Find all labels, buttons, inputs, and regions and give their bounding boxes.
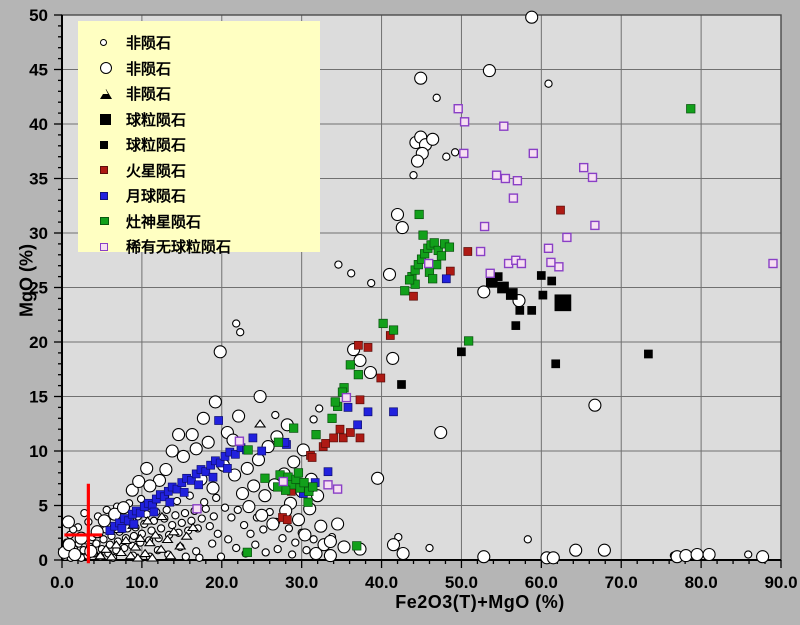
legend-item: 非陨石	[100, 81, 320, 107]
series-5	[278, 205, 565, 525]
series-7	[242, 104, 696, 557]
triangle-legend-icon	[100, 85, 116, 103]
legend-label: 非陨石	[126, 86, 172, 104]
svg-text:10: 10	[29, 442, 48, 461]
legend-item: 火星陨石	[100, 158, 320, 184]
svg-text:45: 45	[29, 61, 48, 80]
legend-label: 灶神星陨石	[126, 213, 202, 231]
series-6	[105, 274, 451, 535]
legend-item: 灶神星陨石	[100, 209, 320, 235]
svg-text:60.0: 60.0	[525, 573, 558, 592]
svg-text:25: 25	[29, 279, 48, 298]
svg-text:5: 5	[39, 497, 48, 516]
svg-text:50: 50	[29, 6, 48, 25]
svg-text:80.0: 80.0	[685, 573, 718, 592]
legend-label: 球粒陨石	[126, 137, 187, 155]
legend-label: 非陨石	[126, 35, 172, 53]
svg-text:30.0: 30.0	[285, 573, 318, 592]
red-cross-annotation	[64, 483, 102, 564]
svg-text:90.0: 90.0	[764, 573, 797, 592]
series-8	[192, 103, 778, 514]
square-legend-icon	[100, 212, 116, 230]
svg-text:15: 15	[29, 388, 48, 407]
square-legend-icon	[100, 136, 116, 154]
svg-text:20.0: 20.0	[205, 573, 238, 592]
svg-text:0.0: 0.0	[50, 573, 74, 592]
square-legend-icon	[100, 110, 116, 128]
legend-item: 球粒陨石	[100, 107, 320, 133]
legend-label: 稀有无球粒陨石	[126, 239, 232, 257]
circle-legend-icon	[100, 34, 116, 52]
square-legend-icon	[100, 161, 116, 179]
legend-item: 球粒陨石	[100, 132, 320, 158]
svg-text:70.0: 70.0	[605, 573, 638, 592]
svg-text:40: 40	[29, 115, 48, 134]
square-legend-icon	[100, 187, 116, 205]
svg-text:50.0: 50.0	[445, 573, 478, 592]
legend-label: 月球陨石	[126, 188, 187, 206]
legend-label: 球粒陨石	[126, 111, 187, 129]
legend: 非陨石 非陨石 非陨石 球粒陨石 球粒陨石 火星陨石 月球陨石 灶神星陨石 稀有无球粒陨石	[78, 21, 320, 256]
svg-text:40.0: 40.0	[365, 573, 398, 592]
y-tick-labels: 0 5 10 15 20 25 30 35 40 45 50	[29, 6, 48, 570]
y-axis-title: MgO (%)	[16, 244, 37, 317]
legend-label: 火星陨石	[126, 162, 187, 180]
x-axis-title: Fe2O3(T)+MgO (%)	[395, 592, 565, 612]
x-tick-labels: 0.0 10.0 20.0 30.0 40.0 50.0 60.0 70.0 80.0 90.0	[50, 573, 797, 592]
legend-item: 非陨石	[100, 30, 320, 56]
svg-text:20: 20	[29, 333, 48, 352]
circle-legend-icon	[100, 59, 116, 77]
legend-label: 非陨石	[126, 60, 172, 78]
square-open-legend-icon	[100, 238, 116, 256]
svg-text:35: 35	[29, 170, 48, 189]
legend-item: 稀有无球粒陨石	[100, 234, 320, 260]
axis-ticks	[54, 14, 782, 568]
series-4	[397, 271, 653, 389]
legend-item: 月球陨石	[100, 183, 320, 209]
svg-text:10.0: 10.0	[125, 573, 158, 592]
legend-item: 非陨石	[100, 56, 320, 82]
svg-text:0: 0	[39, 551, 48, 570]
svg-text:30: 30	[29, 224, 48, 243]
